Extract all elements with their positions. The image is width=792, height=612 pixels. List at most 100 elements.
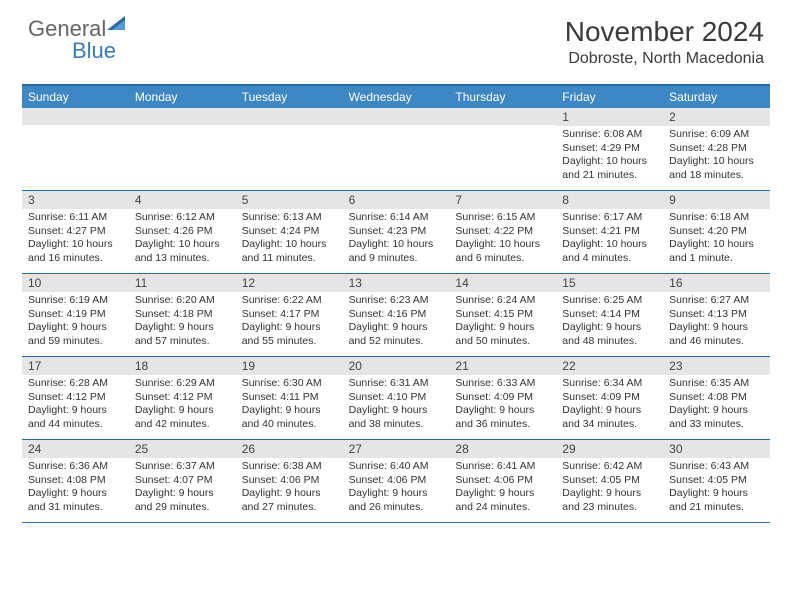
sunset-text: Sunset: 4:10 PM bbox=[349, 391, 444, 405]
day-number: 23 bbox=[663, 357, 770, 375]
sunrise-text: Sunrise: 6:27 AM bbox=[669, 294, 764, 308]
week-row: 17Sunrise: 6:28 AMSunset: 4:12 PMDayligh… bbox=[22, 357, 770, 440]
day-number: 9 bbox=[663, 191, 770, 209]
day-cell: 8Sunrise: 6:17 AMSunset: 4:21 PMDaylight… bbox=[556, 191, 663, 273]
day-body bbox=[343, 125, 450, 185]
daylight-text: Daylight: 9 hours and 38 minutes. bbox=[349, 404, 444, 431]
day-number: 15 bbox=[556, 274, 663, 292]
daylight-text: Daylight: 10 hours and 9 minutes. bbox=[349, 238, 444, 265]
day-cell: 25Sunrise: 6:37 AMSunset: 4:07 PMDayligh… bbox=[129, 440, 236, 522]
sunrise-text: Sunrise: 6:40 AM bbox=[349, 460, 444, 474]
sunset-text: Sunset: 4:21 PM bbox=[562, 225, 657, 239]
day-header-cell: Thursday bbox=[449, 86, 556, 108]
day-body: Sunrise: 6:36 AMSunset: 4:08 PMDaylight:… bbox=[22, 458, 129, 519]
sunset-text: Sunset: 4:12 PM bbox=[28, 391, 123, 405]
sunrise-text: Sunrise: 6:15 AM bbox=[455, 211, 550, 225]
day-cell: 2Sunrise: 6:09 AMSunset: 4:28 PMDaylight… bbox=[663, 108, 770, 190]
day-body: Sunrise: 6:12 AMSunset: 4:26 PMDaylight:… bbox=[129, 209, 236, 270]
day-cell: 24Sunrise: 6:36 AMSunset: 4:08 PMDayligh… bbox=[22, 440, 129, 522]
day-number: 26 bbox=[236, 440, 343, 458]
sunrise-text: Sunrise: 6:24 AM bbox=[455, 294, 550, 308]
day-number: 22 bbox=[556, 357, 663, 375]
day-number: 4 bbox=[129, 191, 236, 209]
sunrise-text: Sunrise: 6:38 AM bbox=[242, 460, 337, 474]
sunrise-text: Sunrise: 6:09 AM bbox=[669, 128, 764, 142]
day-cell: 4Sunrise: 6:12 AMSunset: 4:26 PMDaylight… bbox=[129, 191, 236, 273]
day-body: Sunrise: 6:41 AMSunset: 4:06 PMDaylight:… bbox=[449, 458, 556, 519]
day-cell: 23Sunrise: 6:35 AMSunset: 4:08 PMDayligh… bbox=[663, 357, 770, 439]
sunrise-text: Sunrise: 6:42 AM bbox=[562, 460, 657, 474]
daylight-text: Daylight: 9 hours and 52 minutes. bbox=[349, 321, 444, 348]
week-row: 1Sunrise: 6:08 AMSunset: 4:29 PMDaylight… bbox=[22, 108, 770, 191]
day-number bbox=[22, 108, 129, 125]
sunrise-text: Sunrise: 6:13 AM bbox=[242, 211, 337, 225]
day-body: Sunrise: 6:09 AMSunset: 4:28 PMDaylight:… bbox=[663, 126, 770, 187]
day-header-cell: Friday bbox=[556, 86, 663, 108]
day-number: 20 bbox=[343, 357, 450, 375]
day-cell: 30Sunrise: 6:43 AMSunset: 4:05 PMDayligh… bbox=[663, 440, 770, 522]
daylight-text: Daylight: 9 hours and 42 minutes. bbox=[135, 404, 230, 431]
sunrise-text: Sunrise: 6:37 AM bbox=[135, 460, 230, 474]
daylight-text: Daylight: 10 hours and 11 minutes. bbox=[242, 238, 337, 265]
daylight-text: Daylight: 9 hours and 23 minutes. bbox=[562, 487, 657, 514]
daylight-text: Daylight: 9 hours and 33 minutes. bbox=[669, 404, 764, 431]
sunset-text: Sunset: 4:06 PM bbox=[242, 474, 337, 488]
day-body bbox=[22, 125, 129, 185]
day-body: Sunrise: 6:20 AMSunset: 4:18 PMDaylight:… bbox=[129, 292, 236, 353]
day-cell: 7Sunrise: 6:15 AMSunset: 4:22 PMDaylight… bbox=[449, 191, 556, 273]
day-body: Sunrise: 6:33 AMSunset: 4:09 PMDaylight:… bbox=[449, 375, 556, 436]
day-number bbox=[236, 108, 343, 125]
sunset-text: Sunset: 4:12 PM bbox=[135, 391, 230, 405]
sunset-text: Sunset: 4:29 PM bbox=[562, 142, 657, 156]
sunrise-text: Sunrise: 6:36 AM bbox=[28, 460, 123, 474]
sunset-text: Sunset: 4:15 PM bbox=[455, 308, 550, 322]
weeks-container: 1Sunrise: 6:08 AMSunset: 4:29 PMDaylight… bbox=[22, 108, 770, 523]
daylight-text: Daylight: 9 hours and 31 minutes. bbox=[28, 487, 123, 514]
sunrise-text: Sunrise: 6:28 AM bbox=[28, 377, 123, 391]
daylight-text: Daylight: 10 hours and 13 minutes. bbox=[135, 238, 230, 265]
page-subtitle: Dobroste, North Macedonia bbox=[565, 50, 764, 68]
day-cell: 20Sunrise: 6:31 AMSunset: 4:10 PMDayligh… bbox=[343, 357, 450, 439]
sunset-text: Sunset: 4:14 PM bbox=[562, 308, 657, 322]
sunrise-text: Sunrise: 6:23 AM bbox=[349, 294, 444, 308]
sunrise-text: Sunrise: 6:18 AM bbox=[669, 211, 764, 225]
sunset-text: Sunset: 4:28 PM bbox=[669, 142, 764, 156]
day-cell: 15Sunrise: 6:25 AMSunset: 4:14 PMDayligh… bbox=[556, 274, 663, 356]
day-cell bbox=[449, 108, 556, 190]
sunrise-text: Sunrise: 6:17 AM bbox=[562, 211, 657, 225]
daylight-text: Daylight: 10 hours and 16 minutes. bbox=[28, 238, 123, 265]
day-body: Sunrise: 6:34 AMSunset: 4:09 PMDaylight:… bbox=[556, 375, 663, 436]
sunset-text: Sunset: 4:11 PM bbox=[242, 391, 337, 405]
day-cell: 29Sunrise: 6:42 AMSunset: 4:05 PMDayligh… bbox=[556, 440, 663, 522]
day-header-cell: Sunday bbox=[22, 86, 129, 108]
sunrise-text: Sunrise: 6:19 AM bbox=[28, 294, 123, 308]
sunset-text: Sunset: 4:20 PM bbox=[669, 225, 764, 239]
day-cell bbox=[129, 108, 236, 190]
day-number: 24 bbox=[22, 440, 129, 458]
daylight-text: Daylight: 9 hours and 34 minutes. bbox=[562, 404, 657, 431]
sunset-text: Sunset: 4:17 PM bbox=[242, 308, 337, 322]
sunrise-text: Sunrise: 6:12 AM bbox=[135, 211, 230, 225]
day-number bbox=[129, 108, 236, 125]
sunset-text: Sunset: 4:05 PM bbox=[562, 474, 657, 488]
day-number: 7 bbox=[449, 191, 556, 209]
sunset-text: Sunset: 4:24 PM bbox=[242, 225, 337, 239]
day-cell: 10Sunrise: 6:19 AMSunset: 4:19 PMDayligh… bbox=[22, 274, 129, 356]
day-cell: 28Sunrise: 6:41 AMSunset: 4:06 PMDayligh… bbox=[449, 440, 556, 522]
day-number: 6 bbox=[343, 191, 450, 209]
day-cell: 12Sunrise: 6:22 AMSunset: 4:17 PMDayligh… bbox=[236, 274, 343, 356]
daylight-text: Daylight: 10 hours and 21 minutes. bbox=[562, 155, 657, 182]
daylight-text: Daylight: 9 hours and 40 minutes. bbox=[242, 404, 337, 431]
day-cell: 11Sunrise: 6:20 AMSunset: 4:18 PMDayligh… bbox=[129, 274, 236, 356]
day-body: Sunrise: 6:25 AMSunset: 4:14 PMDaylight:… bbox=[556, 292, 663, 353]
day-cell: 1Sunrise: 6:08 AMSunset: 4:29 PMDaylight… bbox=[556, 108, 663, 190]
day-number: 30 bbox=[663, 440, 770, 458]
sunset-text: Sunset: 4:16 PM bbox=[349, 308, 444, 322]
day-cell bbox=[343, 108, 450, 190]
daylight-text: Daylight: 9 hours and 50 minutes. bbox=[455, 321, 550, 348]
day-cell: 3Sunrise: 6:11 AMSunset: 4:27 PMDaylight… bbox=[22, 191, 129, 273]
logo-text-blue: Blue bbox=[72, 38, 129, 64]
day-body: Sunrise: 6:35 AMSunset: 4:08 PMDaylight:… bbox=[663, 375, 770, 436]
day-number: 17 bbox=[22, 357, 129, 375]
sunset-text: Sunset: 4:09 PM bbox=[455, 391, 550, 405]
